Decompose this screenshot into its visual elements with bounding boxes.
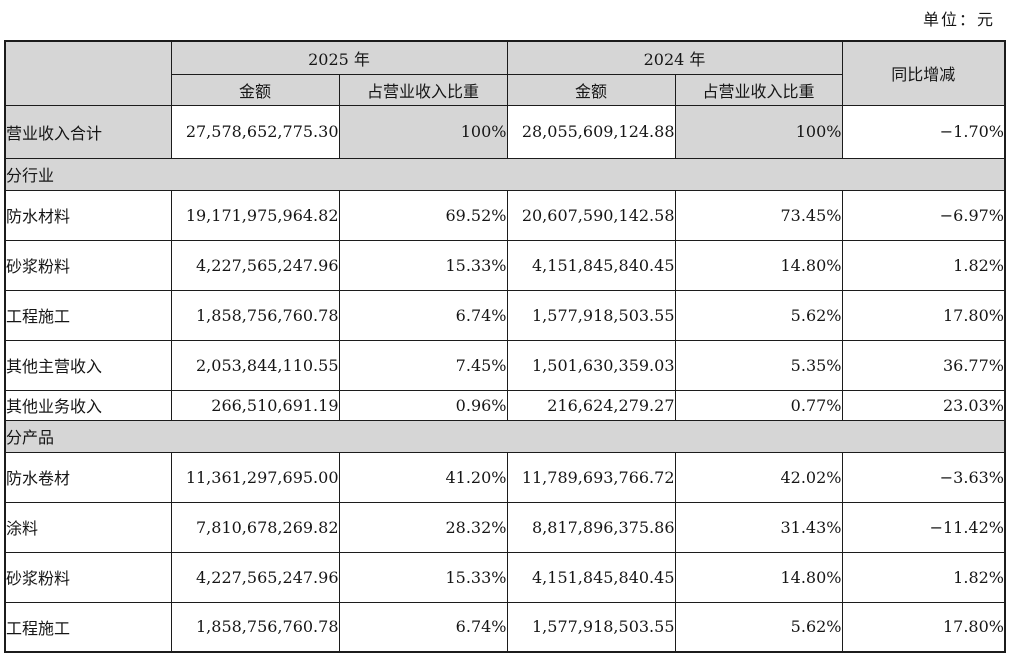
pct-2025-cell: 7.45% bbox=[338, 339, 508, 391]
table-row: 其他业务收入 266,510,691.19 0.96% 216,624,279.… bbox=[4, 389, 1006, 421]
amount-2024-cell: 20,607,590,142.58 bbox=[506, 189, 676, 241]
amount-2025-cell: 11,361,297,695.00 bbox=[170, 451, 340, 503]
pct-2024-cell: 5.62% bbox=[674, 601, 843, 653]
year-2024-header: 2024 年 bbox=[506, 40, 843, 75]
pct-2025-cell: 28.32% bbox=[338, 501, 508, 553]
pct-2024-cell: 31.43% bbox=[674, 501, 843, 553]
amount-2024-header: 金额 bbox=[506, 73, 676, 106]
amount-2025-cell: 4,227,565,247.96 bbox=[170, 551, 340, 603]
row-label: 其他业务收入 bbox=[4, 389, 172, 421]
pct-2024-cell: 0.77% bbox=[674, 389, 843, 421]
table-row: 工程施工 1,858,756,760.78 6.74% 1,577,918,50… bbox=[4, 289, 1006, 341]
pct-2024-cell: 14.80% bbox=[674, 551, 843, 603]
table-row: 防水材料 19,171,975,964.82 69.52% 20,607,590… bbox=[4, 189, 1006, 241]
yoy-cell: −11.42% bbox=[841, 501, 1006, 553]
corner-cell bbox=[4, 40, 172, 106]
pct-2025-cell: 6.74% bbox=[338, 289, 508, 341]
amount-2025-cell: 27,578,652,775.30 bbox=[170, 104, 340, 159]
yoy-cell: −3.63% bbox=[841, 451, 1006, 503]
pct-2024-cell: 42.02% bbox=[674, 451, 843, 503]
yoy-cell: −6.97% bbox=[841, 189, 1006, 241]
pct-2025-cell: 100% bbox=[338, 104, 508, 159]
yoy-cell: 36.77% bbox=[841, 339, 1006, 391]
section-row-product: 分产品 bbox=[4, 419, 1006, 453]
amount-2025-cell: 19,171,975,964.82 bbox=[170, 189, 340, 241]
total-row: 营业收入合计 27,578,652,775.30 100% 28,055,609… bbox=[4, 104, 1006, 159]
pct-2024-cell: 73.45% bbox=[674, 189, 843, 241]
amount-2024-cell: 28,055,609,124.88 bbox=[506, 104, 676, 159]
section-title: 分行业 bbox=[4, 157, 1006, 191]
amount-2025-cell: 7,810,678,269.82 bbox=[170, 501, 340, 553]
amount-2024-cell: 11,789,693,766.72 bbox=[506, 451, 676, 503]
amount-2024-cell: 4,151,845,840.45 bbox=[506, 551, 676, 603]
yoy-cell: 17.80% bbox=[841, 601, 1006, 653]
row-label: 营业收入合计 bbox=[4, 104, 172, 159]
pct-2025-cell: 15.33% bbox=[338, 239, 508, 291]
table-row: 防水卷材 11,361,297,695.00 41.20% 11,789,693… bbox=[4, 451, 1006, 503]
revenue-breakdown-table: 2025 年 2024 年 同比增减 金额 占营业收入比重 金额 占营业收入比重… bbox=[4, 40, 1006, 653]
pct-2024-cell: 5.62% bbox=[674, 289, 843, 341]
amount-2025-cell: 4,227,565,247.96 bbox=[170, 239, 340, 291]
row-label: 防水卷材 bbox=[4, 451, 172, 503]
year-2025-header: 2025 年 bbox=[170, 40, 508, 75]
amount-2024-cell: 4,151,845,840.45 bbox=[506, 239, 676, 291]
amount-2025-header: 金额 bbox=[170, 73, 340, 106]
pct-2025-cell: 0.96% bbox=[338, 389, 508, 421]
amount-2024-cell: 1,577,918,503.55 bbox=[506, 601, 676, 653]
amount-2025-cell: 266,510,691.19 bbox=[170, 389, 340, 421]
amount-2025-cell: 1,858,756,760.78 bbox=[170, 289, 340, 341]
pct-2024-cell: 100% bbox=[674, 104, 843, 159]
proportion-2025-header: 占营业收入比重 bbox=[338, 73, 508, 106]
pct-2025-cell: 69.52% bbox=[338, 189, 508, 241]
row-label: 砂浆粉料 bbox=[4, 239, 172, 291]
amount-2024-cell: 1,501,630,359.03 bbox=[506, 339, 676, 391]
yoy-cell: 23.03% bbox=[841, 389, 1006, 421]
pct-2025-cell: 15.33% bbox=[338, 551, 508, 603]
row-label: 工程施工 bbox=[4, 289, 172, 341]
header-row-metrics: 金额 占营业收入比重 金额 占营业收入比重 bbox=[5, 73, 1005, 106]
amount-2024-cell: 216,624,279.27 bbox=[506, 389, 676, 421]
amount-2025-cell: 2,053,844,110.55 bbox=[170, 339, 340, 391]
yoy-cell: 17.80% bbox=[841, 289, 1006, 341]
table-row: 涂料 7,810,678,269.82 28.32% 8,817,896,375… bbox=[4, 501, 1006, 553]
pct-2025-cell: 6.74% bbox=[338, 601, 508, 653]
amount-2025-cell: 1,858,756,760.78 bbox=[170, 601, 340, 653]
table-row: 工程施工 1,858,756,760.78 6.74% 1,577,918,50… bbox=[4, 601, 1006, 653]
amount-2024-cell: 1,577,918,503.55 bbox=[506, 289, 676, 341]
amount-2024-cell: 8,817,896,375.86 bbox=[506, 501, 676, 553]
pct-2025-cell: 41.20% bbox=[338, 451, 508, 503]
row-label: 防水材料 bbox=[4, 189, 172, 241]
yoy-cell: 1.82% bbox=[841, 239, 1006, 291]
row-label: 砂浆粉料 bbox=[4, 551, 172, 603]
table-row: 其他主营收入 2,053,844,110.55 7.45% 1,501,630,… bbox=[4, 339, 1006, 391]
pct-2024-cell: 5.35% bbox=[674, 339, 843, 391]
header-row-years: 2025 年 2024 年 同比增减 bbox=[4, 40, 1006, 106]
yoy-header: 同比增减 bbox=[841, 40, 1006, 106]
row-label: 其他主营收入 bbox=[4, 339, 172, 391]
row-label: 工程施工 bbox=[4, 601, 172, 653]
row-label: 涂料 bbox=[4, 501, 172, 553]
proportion-2024-header: 占营业收入比重 bbox=[674, 73, 843, 106]
yoy-cell: −1.70% bbox=[841, 104, 1006, 159]
section-row-industry: 分行业 bbox=[4, 157, 1006, 191]
table-row: 砂浆粉料 4,227,565,247.96 15.33% 4,151,845,8… bbox=[4, 239, 1006, 291]
pct-2024-cell: 14.80% bbox=[674, 239, 843, 291]
yoy-cell: 1.82% bbox=[841, 551, 1006, 603]
section-title: 分产品 bbox=[4, 419, 1006, 453]
unit-label: 单位：元 bbox=[922, 10, 995, 29]
table-row: 砂浆粉料 4,227,565,247.96 15.33% 4,151,845,8… bbox=[4, 551, 1006, 603]
